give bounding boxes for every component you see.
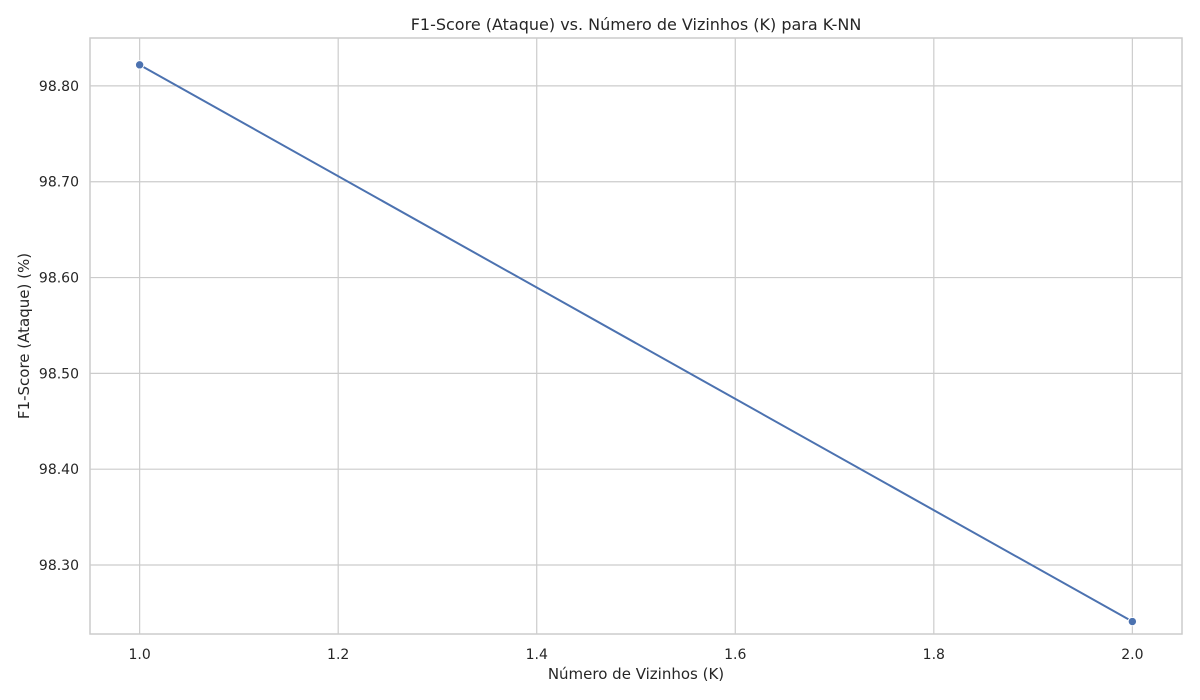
y-tick-label: 98.30 [39,558,79,574]
chart-title: F1-Score (Ataque) vs. Número de Vizinhos… [411,15,862,34]
x-tick-labels: 1.0 1.2 1.4 1.6 1.8 2.0 [129,647,1144,663]
y-tick-label: 98.40 [39,462,79,478]
y-axis-label: F1-Score (Ataque) (%) [15,253,33,419]
x-tick-label: 1.0 [129,647,151,663]
y-tick-label: 98.70 [39,175,79,191]
y-tick-label: 98.80 [39,79,79,95]
data-point [134,60,145,70]
x-tick-label: 1.2 [327,647,349,663]
data-point [1127,616,1138,627]
y-tick-label: 98.50 [39,366,79,382]
x-tick-label: 1.6 [724,647,746,663]
x-axis-label: Número de Vizinhos (K) [548,665,724,683]
series-layer [134,60,1138,627]
plot-frame [89,37,1183,635]
y-tick-label: 98.60 [39,271,79,287]
x-tick-label: 1.8 [923,647,945,663]
series-line [139,63,1133,623]
x-tick-label: 2.0 [1121,647,1143,663]
y-tick-labels: 98.30 98.40 98.50 98.60 98.70 98.80 [39,79,79,574]
x-tick-label: 1.4 [526,647,548,663]
grid [90,38,1182,634]
